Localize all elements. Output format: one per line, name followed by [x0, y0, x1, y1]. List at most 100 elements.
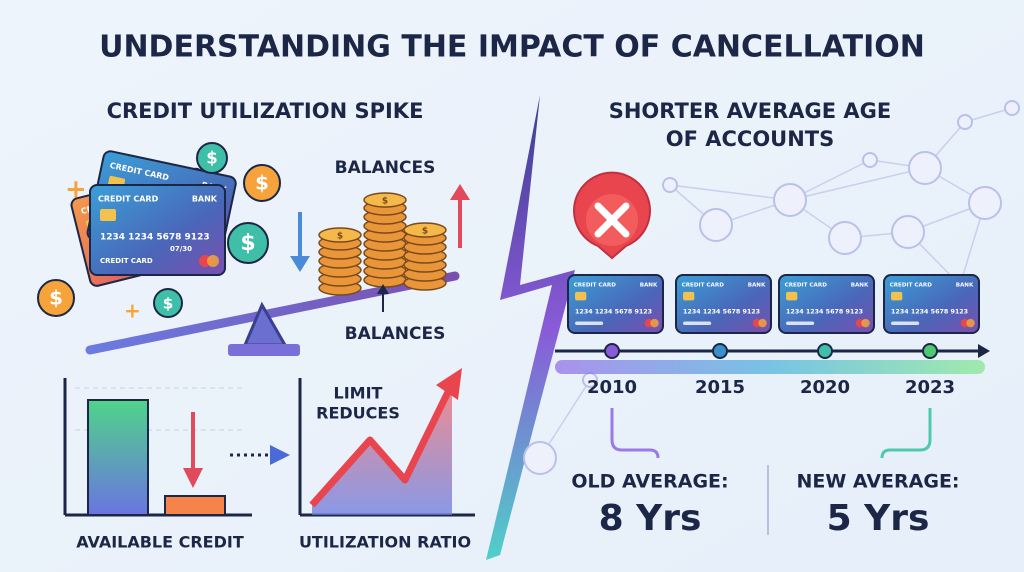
card-label: CREDIT CARD: [682, 282, 725, 288]
network-node: [828, 221, 862, 255]
trend-arrow: [309, 390, 452, 508]
arrow-head: [270, 445, 290, 465]
card-label: CREDIT CARD: [100, 257, 153, 265]
card-expiry: 07/30: [170, 245, 192, 253]
arrow-head: [377, 284, 389, 294]
card-chip: [683, 291, 695, 301]
network-node: [968, 186, 1002, 220]
card-body: [883, 274, 980, 334]
credit-card: CREDIT CARD BANK 1234 1234 5678 9123 07/30 C…: [89, 184, 226, 276]
network-node: [957, 114, 973, 130]
coin: [153, 288, 183, 318]
card-label: CREDIT CARD: [98, 195, 159, 204]
network-link: [964, 107, 1013, 123]
label-balances: BALANCES: [345, 324, 446, 344]
card-number: 1234 1234 5678 9123: [891, 309, 968, 316]
card-label: CREDIT CARD: [785, 282, 828, 288]
connector: [610, 408, 660, 459]
new-average-value: 5 Yrs: [827, 498, 930, 539]
bar-before: [87, 399, 149, 516]
timeline-dot: [922, 343, 938, 359]
timeline-dot: [817, 343, 833, 359]
section-title: CREDIT UTILIZATION SPIKE: [107, 99, 424, 123]
card-logo: [966, 318, 975, 328]
network-link: [789, 167, 926, 201]
network-node: [891, 215, 925, 249]
arrow-head: [436, 368, 462, 400]
arrow-head: [290, 256, 310, 272]
network-node: [662, 177, 678, 193]
year-label: 2020: [800, 377, 850, 398]
coin: [227, 222, 269, 264]
card-bank: BANK: [851, 282, 869, 288]
card-chip: [786, 291, 798, 301]
coin-top: [403, 222, 447, 238]
year-label: 2015: [695, 377, 745, 398]
card-logo: [650, 318, 659, 328]
card-body: [89, 184, 226, 276]
year-label: 2010: [587, 377, 637, 398]
card-stripe: [575, 321, 604, 325]
coin-symbol: $: [337, 232, 343, 242]
coin: [243, 164, 281, 202]
card-body: [567, 274, 664, 334]
area: [312, 385, 452, 515]
credit-card: CREDIT CARD BANK 1234 1234 5678 9123: [778, 274, 875, 334]
timeline-dot: [604, 343, 620, 359]
timeline-band: [555, 360, 985, 374]
card-label: CREDIT CARD: [890, 282, 933, 288]
card-bank: BANK: [956, 282, 974, 288]
section-title: SHORTER AVERAGE AGE: [609, 99, 892, 123]
card-number: 1234 1234 5678 9123: [100, 233, 210, 243]
year-label: 2023: [905, 377, 955, 398]
cancel-icon: [594, 202, 630, 238]
seesaw-base: [228, 344, 300, 356]
card-bank: BANK: [748, 282, 766, 288]
coin-top: [318, 227, 362, 243]
coin: [196, 142, 228, 174]
card-chip: [575, 291, 587, 301]
network-node: [699, 208, 733, 242]
card-bank: BANK: [640, 282, 658, 288]
card-chip: [891, 291, 903, 301]
bar-after: [164, 495, 226, 516]
card-stripe: [891, 321, 920, 325]
coin-symbol: $: [255, 172, 269, 195]
card-logo: [207, 255, 219, 267]
coin-stacks: $ $ $: [318, 192, 447, 296]
coin: [37, 279, 75, 317]
credit-card: CREDIT CARD BANK 1234 1234 5678 9123: [567, 274, 664, 334]
card-logo: [758, 318, 767, 328]
coin-symbol: $: [382, 197, 388, 207]
page-title: UNDERSTANDING THE IMPACT OF CANCELLATION: [99, 30, 925, 65]
card-number: 1234 1234 5678 9123: [575, 309, 652, 316]
card-label: CREDIT CARD: [574, 282, 617, 288]
arrow-head: [978, 344, 990, 358]
card-logo: [861, 318, 870, 328]
network-node: [1004, 100, 1020, 116]
card-bank: BANK: [192, 195, 218, 204]
network-decoration: [523, 100, 1020, 475]
network-node: [523, 441, 557, 475]
coin-symbol: $: [206, 149, 217, 168]
credit-card: CREDIT CARD BANK 1234 1234 5678 9123: [675, 274, 772, 334]
card-body: [675, 274, 772, 334]
coin-symbol: $: [422, 227, 428, 237]
plus-icon: +: [65, 175, 87, 205]
old-average-value: 8 Yrs: [599, 498, 702, 539]
old-average-label: OLD AVERAGE:: [571, 471, 728, 493]
network-node: [908, 151, 942, 185]
coin-symbol: $: [240, 231, 255, 256]
chart-annotation: LIMIT: [334, 384, 383, 403]
card-chip: [100, 209, 116, 221]
arrow-head: [450, 184, 470, 200]
coins: $ $ $ $ $: [37, 142, 281, 318]
new-average-label: NEW AVERAGE:: [796, 471, 959, 493]
chart-label: AVAILABLE CREDIT: [76, 533, 244, 552]
coin-top: [363, 192, 407, 208]
card-stripe: [683, 321, 712, 325]
network-link: [669, 184, 791, 201]
coin-symbol: $: [49, 287, 63, 310]
